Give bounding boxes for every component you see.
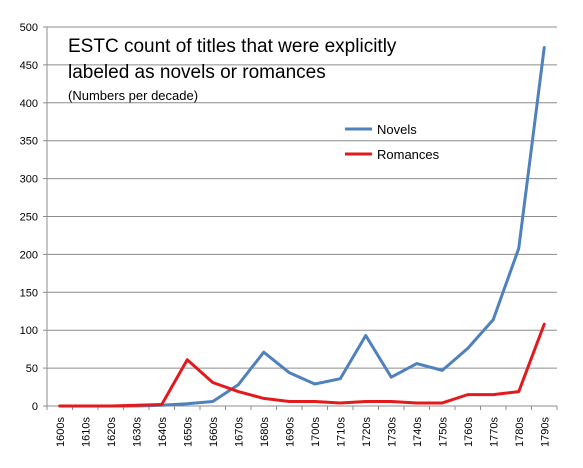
x-tick-label: 1650s bbox=[182, 417, 194, 447]
y-tick-label: 150 bbox=[20, 287, 38, 299]
chart-subtitle: (Numbers per decade) bbox=[68, 88, 198, 103]
x-tick-label: 1660s bbox=[208, 417, 220, 447]
x-tick-label: 1690s bbox=[284, 417, 296, 447]
x-tick-label: 1680s bbox=[259, 417, 271, 447]
x-tick-label: 1610s bbox=[80, 417, 92, 447]
y-tick-label: 300 bbox=[20, 174, 38, 186]
series-lines bbox=[58, 45, 546, 408]
y-tick-label: 50 bbox=[26, 363, 38, 375]
axes bbox=[43, 26, 558, 410]
x-tick-label: 1710s bbox=[335, 417, 347, 447]
chart-title-line-2: labeled as novels or romances bbox=[68, 62, 326, 83]
x-tick-label: 1700s bbox=[310, 417, 322, 447]
y-tick-label: 350 bbox=[20, 136, 38, 148]
x-tick-label: 1620s bbox=[106, 417, 118, 447]
x-tick-label: 1750s bbox=[437, 417, 449, 447]
x-tick-label: 1760s bbox=[463, 417, 475, 447]
x-tick-label: 1720s bbox=[361, 417, 373, 447]
chart-title-line-1: ESTC count of titles that were explicitl… bbox=[68, 36, 397, 57]
gridlines bbox=[47, 26, 557, 369]
x-tick-label: 1790s bbox=[539, 417, 551, 447]
y-tick-label: 400 bbox=[20, 98, 38, 110]
x-tick-label: 1780s bbox=[514, 417, 526, 447]
legend-label-romances: Romances bbox=[377, 147, 440, 162]
legend-label-novels: Novels bbox=[377, 122, 417, 137]
y-tick-label: 450 bbox=[20, 60, 38, 72]
x-tick-label: 1740s bbox=[412, 417, 424, 447]
x-tick-label: 1640s bbox=[157, 417, 169, 447]
y-tick-label: 500 bbox=[20, 22, 38, 34]
legend: Novels Romances bbox=[345, 122, 440, 162]
x-tick-label: 1730s bbox=[386, 417, 398, 447]
y-tick-label: 0 bbox=[32, 401, 38, 413]
y-tick-label: 250 bbox=[20, 212, 38, 224]
y-tick-labels: 0 50 100 150 200 250 300 350 400 450 500 bbox=[20, 22, 38, 413]
chart-title: ESTC count of titles that were explicitl… bbox=[68, 36, 397, 103]
series-line-romances bbox=[58, 322, 546, 408]
x-tick-label: 1600s bbox=[55, 417, 67, 447]
y-tick-label: 200 bbox=[20, 249, 38, 261]
x-tick-label: 1670s bbox=[233, 417, 245, 447]
x-tick-label: 1770s bbox=[488, 417, 500, 447]
x-tick-labels: 1600s 1610s 1620s 1630s 1640s 1650s 1660s 1670s… bbox=[55, 417, 552, 447]
y-tick-label: 100 bbox=[20, 325, 38, 337]
x-tick-label: 1630s bbox=[131, 417, 143, 447]
